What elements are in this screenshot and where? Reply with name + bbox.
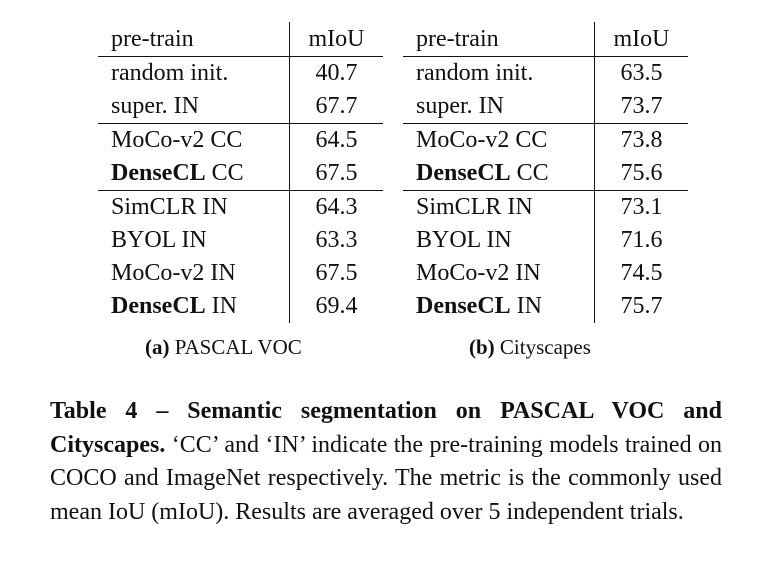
pretrain-label: MoCo-v2 IN [416, 260, 541, 286]
pretrain-label: SimCLR IN [416, 194, 533, 220]
miou-value: 64.3 [289, 190, 383, 224]
pretrain-cell: DenseCL IN [403, 290, 595, 323]
pretrain-label: CC [205, 160, 244, 186]
table-row: super. IN 67.7 [98, 90, 383, 124]
table-caption: Table 4 – Semantic segmentation on PASCA… [50, 395, 722, 529]
method-name: DenseCL [111, 293, 206, 319]
miou-value: 74.5 [620, 260, 663, 286]
caption-title: Table 4 – Semantic segmentation on PASCA… [50, 398, 722, 458]
pretrain-label: BYOL IN [111, 227, 207, 253]
subtable-caption-text: Cityscapes [499, 335, 591, 359]
miou-value: 69.4 [315, 293, 358, 319]
table-row: MoCo-v2 CC 64.5 [98, 123, 383, 157]
pretrain-cell: BYOL IN [403, 224, 595, 257]
table-row: SimCLR IN 64.3 [98, 190, 383, 224]
subtable-caption-text: PASCAL VOC [174, 335, 302, 359]
miou-value: 63.5 [594, 56, 688, 90]
pretrain-cell: MoCo-v2 CC [98, 123, 290, 157]
subtable-caption-label: (a) [145, 335, 170, 359]
miou-value: 73.8 [594, 123, 688, 157]
table-row: super. IN 73.7 [403, 90, 688, 124]
table-row: BYOL IN 71.6 [403, 224, 688, 257]
pretrain-cell: DenseCL CC [403, 157, 595, 191]
pretrain-cell: MoCo-v2 IN [403, 257, 595, 290]
method-name: DenseCL [111, 160, 206, 186]
table-row: SimCLR IN 73.1 [403, 190, 688, 224]
pretrain-label: MoCo-v2 CC [111, 127, 243, 153]
table-row: random init. 63.5 [403, 56, 688, 90]
table-row: MoCo-v2 IN 74.5 [403, 257, 688, 290]
miou-value: 67.5 [315, 260, 358, 286]
table-row: random init. 40.7 [98, 56, 383, 90]
caption-body: ‘CC’ and ‘IN’ indicate the pre-training … [50, 431, 722, 525]
pretrain-label: SimCLR IN [111, 194, 228, 220]
pretrain-label: MoCo-v2 IN [111, 260, 236, 286]
pretrain-cell: MoCo-v2 CC [403, 123, 595, 157]
miou-value: 67.5 [315, 160, 358, 186]
miou-value: 63.3 [315, 227, 358, 253]
miou-value: 75.7 [620, 293, 663, 319]
table-header-row: pre-train mIoU [403, 22, 688, 57]
pretrain-cell: random init. [98, 56, 290, 90]
pretrain-cell: SimCLR IN [403, 190, 595, 224]
subtable-cityscapes: pre-train mIoU random init. 63.5 super. … [403, 22, 688, 323]
pretrain-label: MoCo-v2 CC [416, 127, 548, 153]
subtable-caption-label: (b) [469, 335, 495, 359]
pretrain-label: BYOL IN [416, 227, 512, 253]
table-row: MoCo-v2 IN 67.5 [98, 257, 383, 290]
pretrain-cell: BYOL IN [98, 224, 290, 257]
table-row: MoCo-v2 CC 73.8 [403, 123, 688, 157]
subtable-caption-b: (b) Cityscapes [469, 335, 591, 360]
miou-value: 73.7 [620, 93, 663, 119]
miou-value: 67.7 [315, 93, 358, 119]
pretrain-cell: MoCo-v2 IN [98, 257, 290, 290]
pretrain-label: super. IN [111, 93, 199, 119]
column-header-pretrain: pre-train [98, 22, 290, 57]
results-table: pre-train mIoU random init. 40.7 super. … [98, 22, 383, 323]
subtable-pascal-voc: pre-train mIoU random init. 40.7 super. … [98, 22, 383, 323]
pretrain-cell: DenseCL IN [98, 290, 290, 323]
pretrain-cell: super. IN [98, 90, 290, 124]
pretrain-label: CC [510, 160, 549, 186]
table-row: DenseCL IN 69.4 [98, 290, 383, 323]
column-header-miou: mIoU [308, 26, 365, 52]
table-row: DenseCL CC 67.5 [98, 157, 383, 191]
pretrain-cell: DenseCL CC [98, 157, 290, 191]
pretrain-cell: random init. [403, 56, 595, 90]
pretrain-cell: SimCLR IN [98, 190, 290, 224]
column-header-miou: mIoU [613, 26, 670, 52]
miou-value: 40.7 [289, 56, 383, 90]
miou-value: 64.5 [289, 123, 383, 157]
subtable-caption-a: (a) PASCAL VOC [145, 335, 302, 360]
pretrain-label: IN [205, 293, 237, 319]
pretrain-label: IN [510, 293, 542, 319]
table-row: BYOL IN 63.3 [98, 224, 383, 257]
method-name: DenseCL [416, 293, 511, 319]
table-header-row: pre-train mIoU [98, 22, 383, 57]
results-table: pre-train mIoU random init. 63.5 super. … [403, 22, 688, 323]
miou-value: 71.6 [620, 227, 663, 253]
pretrain-label: random init. [111, 60, 229, 86]
column-header-pretrain: pre-train [403, 22, 595, 57]
table-row: DenseCL IN 75.7 [403, 290, 688, 323]
pretrain-label: super. IN [416, 93, 504, 119]
miou-value: 75.6 [620, 160, 663, 186]
method-name: DenseCL [416, 160, 511, 186]
pretrain-label: random init. [416, 60, 534, 86]
miou-value: 73.1 [594, 190, 688, 224]
pretrain-cell: super. IN [403, 90, 595, 124]
table-row: DenseCL CC 75.6 [403, 157, 688, 191]
